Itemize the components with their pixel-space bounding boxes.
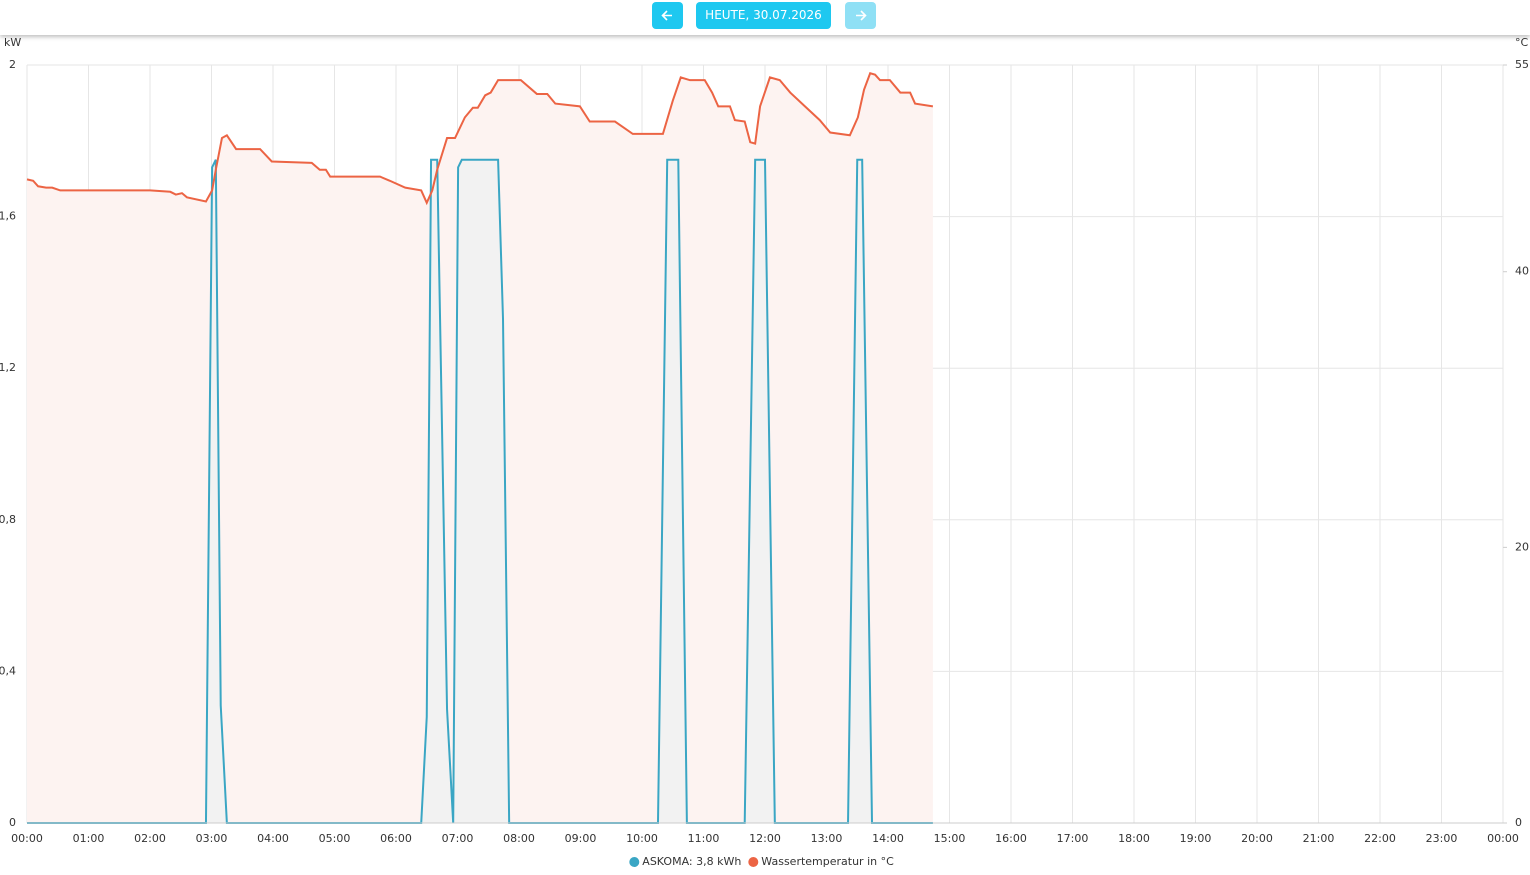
x-tick-label: 18:00 — [1118, 832, 1150, 845]
y-tick-label: 0,4 — [0, 664, 16, 677]
x-tick-label: 00:00 — [11, 832, 43, 845]
legend-marker — [629, 857, 640, 867]
x-tick-label: 06:00 — [380, 832, 412, 845]
y-tick-label: 2 — [9, 58, 16, 71]
top-bar: HEUTE, 30.07.2026 — [0, 0, 1530, 35]
arrow-left-icon — [661, 10, 672, 21]
y-tick-label: 1,2 — [0, 361, 16, 374]
y2-tick-label: 0 — [1515, 816, 1522, 829]
legend-label: Wassertemperatur in °C — [761, 855, 894, 868]
x-tick-label: 13:00 — [811, 832, 843, 845]
date-button[interactable]: HEUTE, 30.07.2026 — [696, 2, 831, 29]
y2-tick-label: 40 — [1515, 265, 1529, 278]
x-tick-label: 08:00 — [503, 832, 535, 845]
y2-tick-label: 20 — [1515, 540, 1529, 553]
x-tick-label: 02:00 — [134, 832, 166, 845]
next-day-button[interactable] — [845, 2, 876, 29]
x-tick-label: 00:00 — [1487, 832, 1519, 845]
x-tick-label: 05:00 — [319, 832, 351, 845]
x-tick-label: 03:00 — [196, 832, 228, 845]
y2-axis-label: °C — [1515, 36, 1529, 49]
x-tick-label: 09:00 — [565, 832, 597, 845]
x-tick-label: 15:00 — [934, 832, 966, 845]
x-tick-label: 21:00 — [1303, 832, 1335, 845]
x-tick-label: 04:00 — [257, 832, 289, 845]
x-tick-label: 23:00 — [1426, 832, 1458, 845]
y-tick-label: 0 — [9, 816, 16, 829]
x-tick-label: 11:00 — [688, 832, 720, 845]
prev-day-button[interactable] — [652, 2, 683, 29]
legend-marker — [748, 857, 759, 867]
area — [27, 159, 933, 823]
x-tick-label: 16:00 — [995, 832, 1027, 845]
arrow-right-icon — [856, 10, 867, 21]
y2-tick-label: 55 — [1515, 58, 1529, 71]
y-tick-label: 0,8 — [0, 513, 16, 526]
x-tick-label: 19:00 — [1180, 832, 1212, 845]
x-tick-label: 12:00 — [749, 832, 781, 845]
x-tick-label: 20:00 — [1241, 832, 1273, 845]
x-tick-label: 17:00 — [1057, 832, 1089, 845]
x-tick-label: 10:00 — [626, 832, 658, 845]
x-tick-label: 01:00 — [73, 832, 105, 845]
x-tick-label: 14:00 — [872, 832, 904, 845]
line — [26, 72, 934, 206]
legend-label: ASKOMA: 3,8 kWh — [642, 855, 741, 868]
y-tick-label: 1,6 — [0, 210, 16, 223]
x-tick-label: 22:00 — [1364, 832, 1396, 845]
y-axis-label: kW — [4, 36, 21, 49]
x-tick-label: 07:00 — [442, 832, 474, 845]
